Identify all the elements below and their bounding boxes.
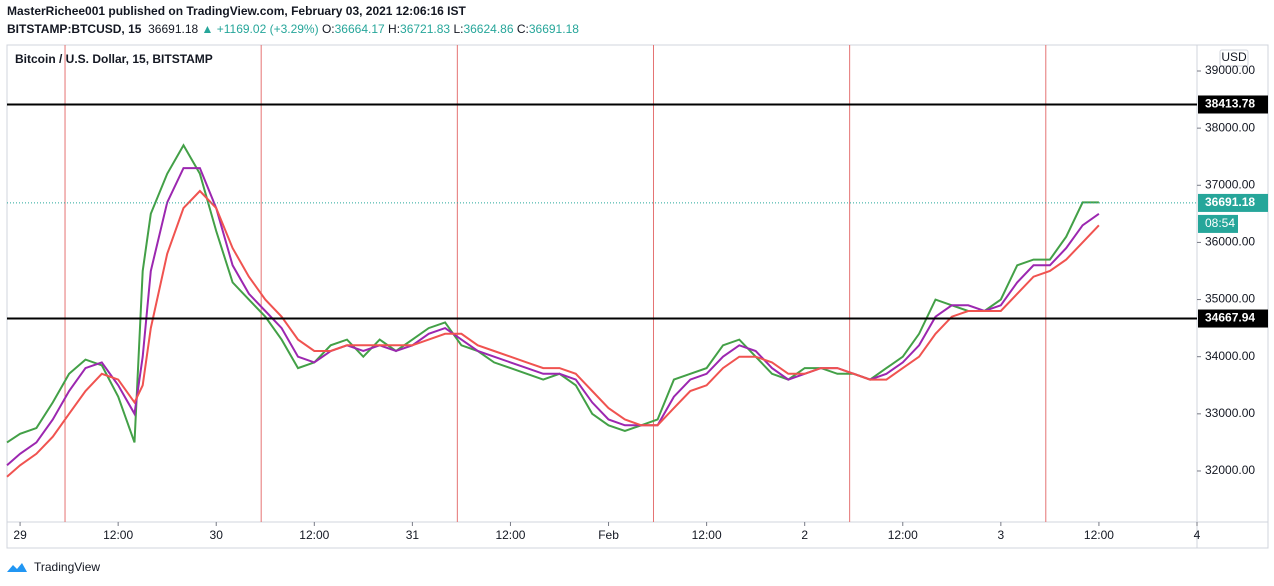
y-tick-label: 37000.00: [1205, 177, 1255, 191]
level-label: 34667.94: [1205, 311, 1255, 325]
x-tick-label: 30: [210, 528, 224, 542]
chart-title: Bitcoin / U.S. Dollar, 15, BITSTAMP: [15, 52, 213, 66]
x-tick-label: 29: [13, 528, 27, 542]
x-tick-label: 12:00: [1084, 528, 1114, 542]
last-price-label: 36691.18: [1205, 195, 1255, 209]
footer-brand: TradingView: [34, 560, 100, 574]
y-tick-label: 34000.00: [1205, 349, 1255, 363]
ma-line: [6, 143, 1099, 444]
ohlc-value: 36721.83: [400, 22, 451, 36]
x-tick-label: Feb: [598, 528, 619, 542]
publish-line: MasterRichee001 published on TradingView…: [7, 4, 466, 18]
ohlc-label: H:: [388, 22, 401, 36]
x-tick-label: 3: [998, 528, 1005, 542]
last-price-box: [1198, 193, 1268, 212]
footer-logo: [7, 563, 27, 572]
ma-line: [6, 189, 1100, 478]
x-tick-label: 31: [406, 528, 420, 542]
symbol-line: BITSTAMP:BTCUSD, 15 36691.18 ▲ +1169.02 …: [7, 22, 579, 36]
level-label-box: [1198, 309, 1268, 328]
x-tick-label: 2: [801, 528, 808, 542]
y-tick-label: 33000.00: [1205, 406, 1255, 420]
currency: USD: [1221, 50, 1247, 64]
ohlc-label: C:: [516, 22, 529, 36]
level-label: 38413.78: [1205, 97, 1255, 111]
chart-frame: [6, 44, 1269, 549]
level-label-box: [1198, 95, 1268, 114]
y-tick-label: 39000.00: [1205, 63, 1255, 77]
publish-text: MasterRichee001 published on TradingView…: [7, 4, 466, 18]
y-tick-label: 38000.00: [1205, 120, 1255, 134]
countdown: 08:54: [1205, 216, 1235, 230]
x-tick-label: 12:00: [103, 528, 133, 542]
ohlc-label: O:: [321, 22, 335, 36]
x-tick-label: 12:00: [888, 528, 918, 542]
ma-line: [6, 167, 1100, 467]
ohlc-value: 36624.86: [463, 22, 514, 36]
currency-box: [1219, 49, 1249, 67]
change: ▲ +1169.02 (+3.29%): [201, 22, 319, 36]
countdown-box: [1198, 214, 1238, 233]
y-tick-label: 32000.00: [1205, 463, 1255, 477]
ohlc-value: 36691.18: [528, 22, 579, 36]
x-tick-label: 12:00: [299, 528, 329, 542]
x-tick-label: 12:00: [495, 528, 525, 542]
ohlc-value: 36664.17: [334, 22, 385, 36]
y-tick-label: 36000.00: [1205, 235, 1255, 249]
y-tick-label: 35000.00: [1205, 292, 1255, 306]
ohlc-label: L:: [453, 22, 464, 36]
x-tick-label: 4: [1194, 528, 1201, 542]
price: 36691.18: [148, 22, 199, 36]
ohlc: O:36664.17 H:36721.83 L:36624.86 C:36691…: [322, 22, 579, 36]
x-tick-label: 12:00: [692, 528, 722, 542]
symbol: BITSTAMP:BTCUSD, 15: [7, 22, 142, 36]
